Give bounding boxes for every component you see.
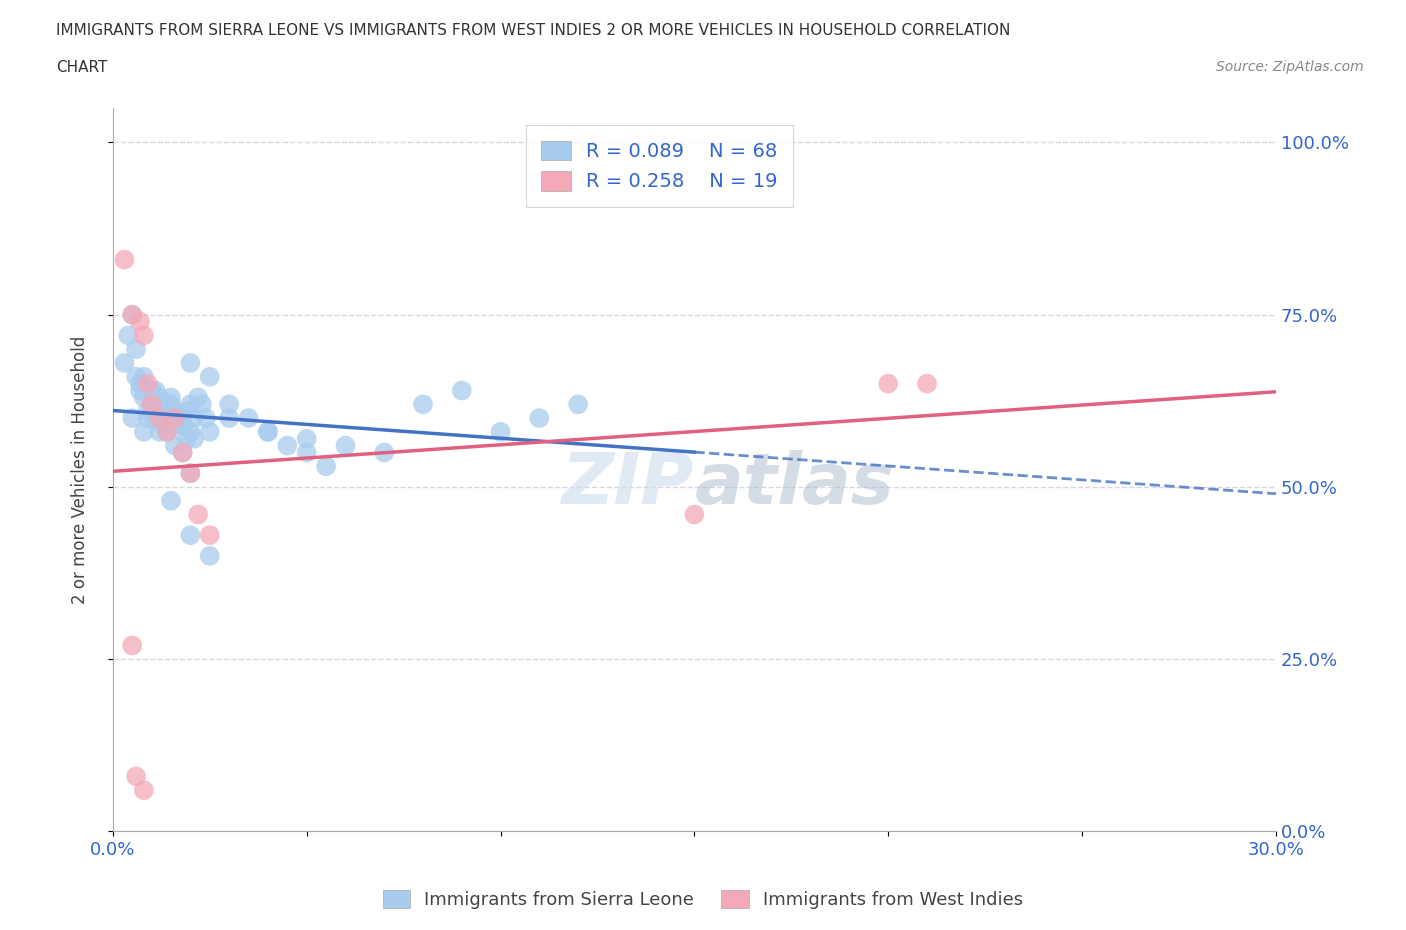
- Text: Source: ZipAtlas.com: Source: ZipAtlas.com: [1216, 60, 1364, 74]
- Point: [198, 424, 221, 439]
- Point: [683, 507, 706, 522]
- Point: [179, 466, 201, 481]
- Point: [877, 376, 900, 391]
- Point: [179, 424, 201, 439]
- Point: [132, 390, 155, 405]
- Point: [194, 411, 217, 426]
- Point: [183, 411, 205, 426]
- Point: [276, 438, 298, 453]
- Point: [198, 527, 221, 542]
- Point: [129, 376, 152, 391]
- Point: [148, 424, 170, 439]
- Point: [218, 411, 240, 426]
- Point: [148, 411, 170, 426]
- Point: [172, 411, 194, 426]
- Point: [450, 383, 472, 398]
- Point: [163, 411, 186, 426]
- Point: [160, 493, 183, 508]
- Point: [156, 424, 179, 439]
- Point: [257, 424, 280, 439]
- Point: [129, 314, 152, 329]
- Point: [191, 397, 214, 412]
- Point: [179, 466, 201, 481]
- Point: [335, 438, 357, 453]
- Point: [179, 355, 201, 370]
- Point: [198, 369, 221, 384]
- Point: [218, 397, 240, 412]
- Point: [257, 424, 280, 439]
- Point: [172, 418, 194, 432]
- Point: [167, 411, 190, 426]
- Point: [152, 397, 174, 412]
- Point: [160, 397, 183, 412]
- Point: [136, 376, 159, 391]
- Point: [121, 411, 143, 426]
- Point: [167, 418, 190, 432]
- Point: [160, 390, 183, 405]
- Point: [125, 369, 148, 384]
- Point: [176, 404, 198, 418]
- Point: [148, 411, 170, 426]
- Point: [121, 307, 143, 322]
- Point: [172, 445, 194, 460]
- Point: [179, 527, 201, 542]
- Point: [114, 355, 136, 370]
- Legend: Immigrants from Sierra Leone, Immigrants from West Indies: Immigrants from Sierra Leone, Immigrants…: [375, 883, 1031, 916]
- Point: [183, 432, 205, 446]
- Point: [117, 328, 139, 343]
- Point: [373, 445, 395, 460]
- Point: [141, 383, 163, 398]
- Point: [187, 390, 209, 405]
- Point: [295, 432, 318, 446]
- Point: [114, 252, 136, 267]
- Point: [163, 404, 186, 418]
- Point: [145, 411, 167, 426]
- Point: [121, 307, 143, 322]
- Legend: R = 0.089    N = 68, R = 0.258    N = 19: R = 0.089 N = 68, R = 0.258 N = 19: [526, 125, 793, 206]
- Point: [156, 424, 179, 439]
- Point: [295, 445, 318, 460]
- Point: [132, 424, 155, 439]
- Point: [238, 411, 260, 426]
- Point: [132, 328, 155, 343]
- Point: [125, 341, 148, 356]
- Text: ZIP: ZIP: [562, 450, 695, 519]
- Point: [412, 397, 434, 412]
- Point: [136, 404, 159, 418]
- Point: [145, 383, 167, 398]
- Point: [125, 769, 148, 784]
- Text: atlas: atlas: [695, 450, 894, 519]
- Point: [176, 432, 198, 446]
- Point: [172, 445, 194, 460]
- Point: [315, 458, 337, 473]
- Point: [489, 424, 512, 439]
- Y-axis label: 2 or more Vehicles in Household: 2 or more Vehicles in Household: [72, 336, 89, 604]
- Point: [136, 411, 159, 426]
- Point: [148, 390, 170, 405]
- Text: IMMIGRANTS FROM SIERRA LEONE VS IMMIGRANTS FROM WEST INDIES 2 OR MORE VEHICLES I: IMMIGRANTS FROM SIERRA LEONE VS IMMIGRAN…: [56, 23, 1011, 38]
- Point: [567, 397, 589, 412]
- Point: [156, 411, 179, 426]
- Point: [132, 369, 155, 384]
- Point: [915, 376, 938, 391]
- Point: [129, 383, 152, 398]
- Text: CHART: CHART: [56, 60, 108, 75]
- Point: [198, 549, 221, 564]
- Point: [163, 438, 186, 453]
- Point: [141, 397, 163, 412]
- Point: [121, 638, 143, 653]
- Point: [529, 411, 551, 426]
- Point: [141, 397, 163, 412]
- Point: [163, 411, 186, 426]
- Point: [179, 397, 201, 412]
- Point: [156, 424, 179, 439]
- Point: [141, 397, 163, 412]
- Point: [152, 418, 174, 432]
- Point: [187, 507, 209, 522]
- Point: [132, 783, 155, 798]
